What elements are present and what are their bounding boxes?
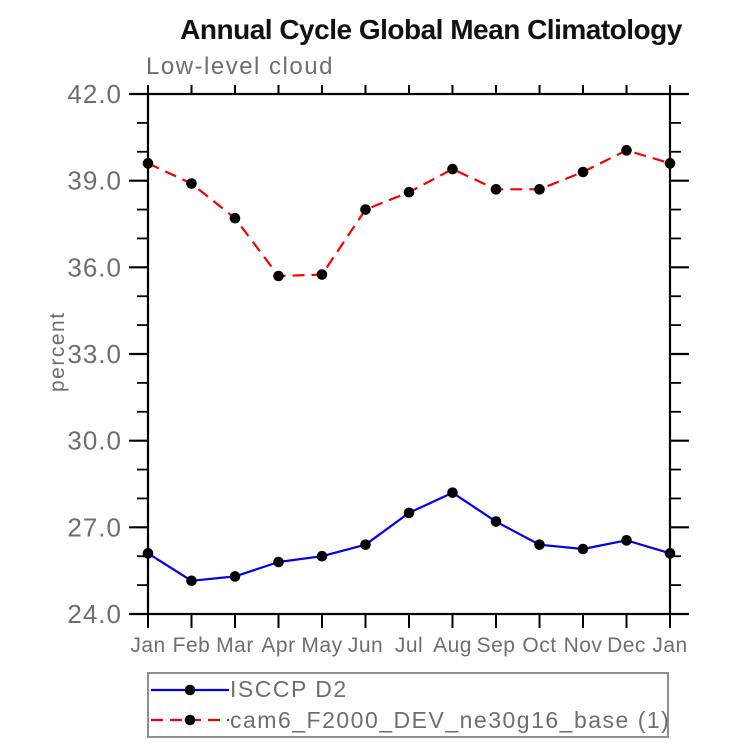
series-line-1 bbox=[147, 149, 671, 278]
legend-marker-dot bbox=[184, 715, 196, 726]
y-tick-label: 30.0 bbox=[67, 426, 122, 456]
month-label: Jan bbox=[652, 634, 687, 657]
data-point-marker bbox=[490, 516, 502, 527]
data-point-marker bbox=[534, 184, 545, 195]
y-tick-label: 39.0 bbox=[67, 166, 122, 196]
chart-title: Annual Cycle Global Mean Climatology bbox=[180, 14, 682, 45]
data-point-marker bbox=[621, 535, 632, 546]
data-point-marker bbox=[229, 571, 241, 582]
chart-subtitle: Low-level cloud bbox=[146, 53, 334, 80]
month-label: Feb bbox=[173, 634, 211, 657]
legend-item-cam6-base: cam6_F2000_DEV_ne30g16_base (1) bbox=[151, 705, 671, 735]
data-point-marker bbox=[316, 269, 328, 280]
y-tick-label: 36.0 bbox=[67, 252, 122, 282]
month-label: Nov bbox=[564, 634, 603, 657]
legend-item-isccp-d2: ISCCP D2 bbox=[151, 675, 667, 705]
month-label: Jul bbox=[395, 634, 423, 657]
data-point-marker bbox=[273, 270, 284, 282]
data-point-marker bbox=[360, 539, 371, 550]
data-point-marker bbox=[490, 184, 502, 195]
legend-line-sample-dashed bbox=[151, 715, 229, 726]
data-point-marker bbox=[534, 539, 545, 550]
legend-label-cam6-base: cam6_F2000_DEV_ne30g16_base (1) bbox=[230, 706, 671, 733]
month-label: Sep bbox=[477, 634, 516, 657]
data-point-marker bbox=[664, 158, 676, 169]
data-point-marker bbox=[360, 204, 371, 215]
month-label: Oct bbox=[522, 634, 556, 657]
month-label: Aug bbox=[433, 634, 472, 657]
month-label: Apr bbox=[261, 634, 295, 657]
data-point-marker bbox=[577, 543, 589, 555]
data-point-marker bbox=[142, 548, 154, 559]
data-point-marker bbox=[186, 575, 197, 587]
data-point-marker bbox=[403, 507, 415, 519]
data-point-marker bbox=[664, 548, 676, 559]
data-point-marker bbox=[447, 163, 458, 175]
month-label: Jan bbox=[130, 634, 165, 657]
data-point-marker bbox=[403, 186, 415, 198]
y-tick-label: 27.0 bbox=[67, 512, 122, 542]
month-label: Dec bbox=[607, 634, 646, 657]
data-point-marker bbox=[621, 145, 632, 156]
data-point-marker bbox=[142, 158, 154, 169]
data-point-marker bbox=[186, 178, 197, 189]
y-tick-label: 42.0 bbox=[67, 79, 122, 109]
legend-line-sample-solid bbox=[151, 684, 229, 695]
legend-box: ISCCP D2 cam6_F2000_DEV_ne30g16_base (1) bbox=[147, 672, 669, 738]
month-label: Jun bbox=[348, 634, 383, 657]
month-label: May bbox=[301, 634, 342, 657]
data-point-marker bbox=[273, 556, 284, 568]
month-label: Mar bbox=[216, 634, 254, 657]
y-tick-label: 24.0 bbox=[67, 599, 122, 629]
legend-marker-dot bbox=[184, 684, 196, 695]
data-point-marker bbox=[316, 550, 328, 562]
y-tick-label: 33.0 bbox=[67, 339, 122, 369]
series-line-0 bbox=[147, 491, 671, 582]
data-point-marker bbox=[577, 166, 589, 178]
legend-label-isccp-d2: ISCCP D2 bbox=[230, 676, 348, 703]
data-point-marker bbox=[229, 212, 241, 224]
data-point-marker bbox=[447, 487, 458, 498]
